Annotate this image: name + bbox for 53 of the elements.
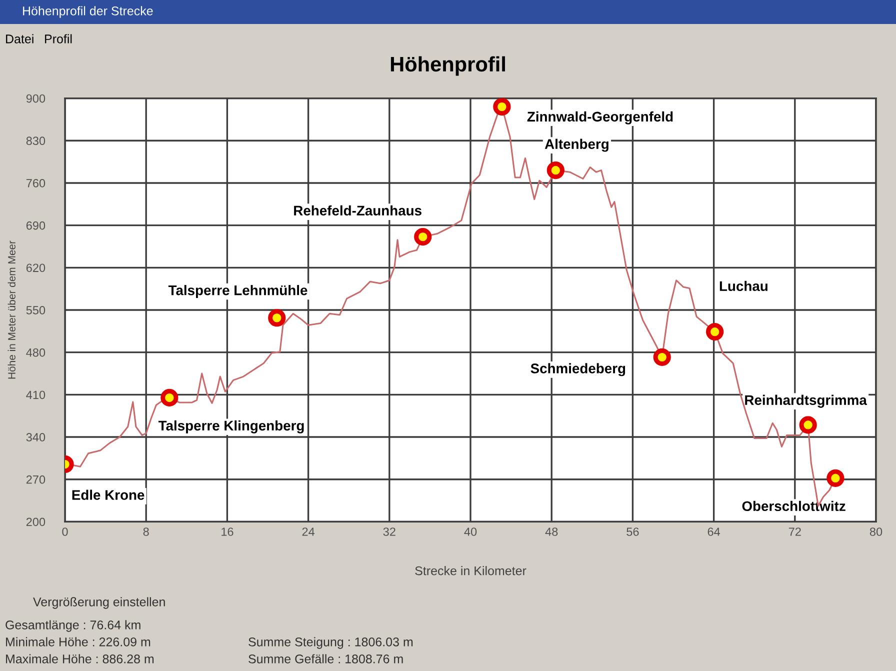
text: Summe Steigung : 1806.03 m	[248, 637, 413, 649]
x-tick-label: 0	[62, 528, 68, 536]
x-tick-label: 40	[464, 528, 477, 536]
text: Minimale Höhe : 226.09 m	[6, 637, 150, 646]
annotation: Zinnwald-Georgenfeld	[527, 111, 673, 124]
text: Summe Gefälle : 1808.76 m	[248, 654, 403, 664]
point	[268, 309, 286, 327]
point	[653, 348, 671, 366]
point	[799, 416, 817, 434]
x-tick-label: 56	[626, 528, 639, 536]
annotation: Reinhardtsgrimma	[745, 394, 867, 408]
annotation: Talsperre Klingenberg	[158, 420, 304, 434]
y-tick-label: 760	[26, 179, 46, 188]
y-tick-label: 200	[26, 518, 46, 526]
x-tick-label: 48	[545, 528, 558, 536]
annotation: Oberschlottwitz	[742, 500, 846, 512]
y-tick-label: 480	[26, 348, 46, 357]
x-tick-label: 8	[143, 528, 149, 536]
text: Höhenprofil der Strecke	[23, 6, 153, 18]
y-axis-title: Höhe in Meter über dem Meer	[8, 240, 16, 379]
annotation: Altenberg	[544, 138, 608, 152]
y-tick-label: 830	[26, 136, 46, 146]
annotation: Luchau	[720, 280, 768, 292]
x-tick-label: 72	[788, 528, 801, 536]
y-tick-label: 270	[26, 475, 46, 484]
text: Profil	[45, 34, 72, 44]
x-tick-label: 64	[708, 528, 720, 536]
text: Datei	[6, 34, 34, 44]
point	[160, 388, 178, 407]
annotation: Schmiedeberg	[530, 363, 626, 376]
x-tick-label: 80	[870, 528, 882, 536]
x-tick-label: 32	[383, 528, 396, 536]
y-tick-label: 690	[26, 221, 46, 230]
point	[414, 228, 432, 246]
x-axis-title: Strecke in Kilometer	[415, 566, 526, 576]
annotation: Talsperre Lehnmühle	[168, 285, 308, 298]
y-tick-label: 620	[26, 264, 46, 272]
text: Gesamtlänge : 76.64 km	[6, 620, 140, 632]
point	[706, 322, 724, 341]
x-tick-label: 16	[222, 528, 234, 536]
point	[826, 469, 844, 487]
point	[493, 98, 511, 116]
x-tick-label: 24	[302, 528, 315, 536]
chart-title: Höhenprofil	[390, 56, 505, 76]
y-tick-label: 900	[26, 94, 46, 103]
text: Maximale Höhe : 886.28 m	[6, 654, 154, 664]
y-tick-label: 410	[26, 390, 46, 400]
y-tick-label: 550	[26, 306, 46, 314]
annotation: Edle Krone	[72, 490, 144, 500]
text: Vergrößerung einstellen	[33, 597, 165, 609]
annotation: Rehefeld-Zaunhaus	[294, 205, 422, 216]
point	[546, 161, 564, 180]
y-tick-label: 340	[26, 433, 46, 442]
